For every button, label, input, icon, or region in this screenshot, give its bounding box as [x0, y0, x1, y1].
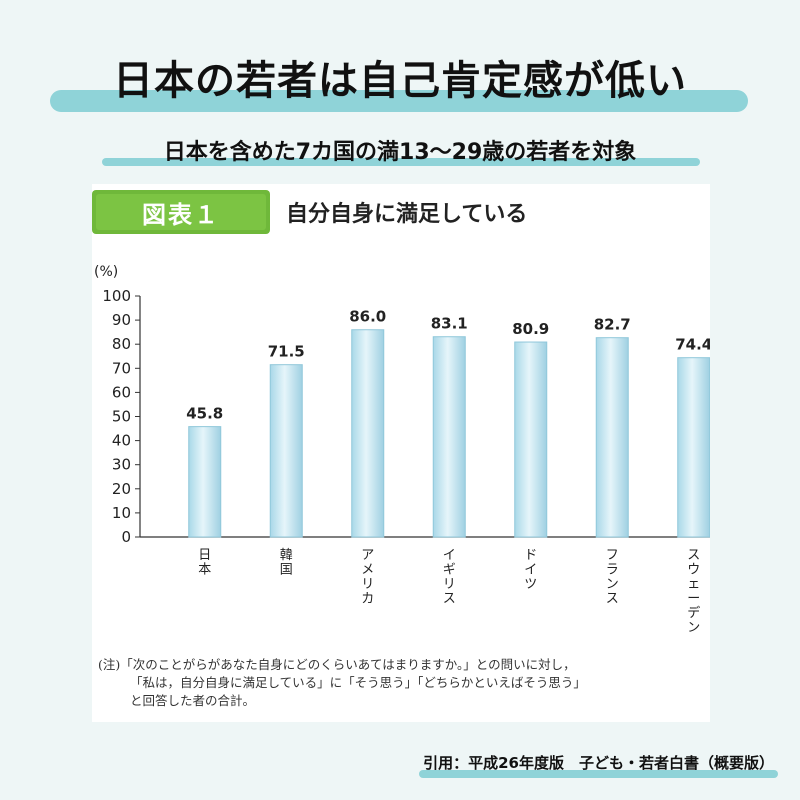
- citation: 引用：平成26年度版 子ども・若者白書（概要版）: [423, 754, 774, 772]
- note-line-3: と回答した者の合計。: [130, 693, 256, 708]
- bar-value-label: 71.5: [268, 343, 305, 361]
- page-title: 日本の若者は自己肯定感が低い: [113, 58, 687, 104]
- y-tick-label: 50: [112, 408, 131, 426]
- bar: [595, 337, 629, 538]
- y-tick-label: 100: [102, 287, 131, 305]
- y-tick-label: 30: [112, 456, 131, 474]
- y-tick-label: 40: [112, 432, 131, 450]
- x-category-label: 日本: [198, 548, 211, 578]
- x-category-label: イギリス: [443, 548, 456, 607]
- y-tick-label: 20: [112, 480, 131, 498]
- bar: [351, 329, 385, 538]
- bar: [188, 426, 222, 538]
- bar-value-label: 45.8: [186, 405, 223, 423]
- bar-chart: (%) 0 10 20 30 40 50 60 70 80 90 100 45.8 日本 71.5 韓国 86.…: [94, 264, 710, 636]
- y-tick-label: 70: [112, 359, 131, 377]
- y-tick-label: 90: [112, 311, 131, 329]
- subtitle-highlight: [102, 158, 700, 166]
- figure-title: 自分自身に満足している: [286, 202, 528, 227]
- bar-value-label: 80.9: [512, 320, 549, 338]
- y-tick-label: 80: [112, 335, 131, 353]
- figure-note: (注)「次のことがらがあなた自身にどのくらいあてはまりますか。」との問いに対し，…: [98, 656, 704, 710]
- note-line-2: 「私は，自分自身に満足している」に「そう思う」「どちらかといえばそう思う」: [130, 675, 586, 690]
- bar: [432, 336, 466, 538]
- note-line-1: (注)「次のことがらがあなた自身にどのくらいあてはまりますか。」との問いに対し，: [98, 657, 576, 672]
- figure-badge-label: 図表１: [96, 194, 266, 230]
- citation-area: 引用：平成26年度版 子ども・若者白書（概要版）: [419, 752, 778, 782]
- y-tick-label: 10: [112, 504, 131, 522]
- bar-value-label: 83.1: [431, 315, 468, 333]
- citation-highlight: [419, 770, 778, 778]
- x-category-label: スウェーデン: [687, 548, 700, 636]
- y-unit-label: (%): [94, 264, 118, 280]
- bar-value-label: 82.7: [594, 316, 631, 334]
- x-category-label: 韓国: [280, 548, 293, 578]
- bar: [269, 364, 303, 538]
- x-category-label: フランス: [606, 548, 619, 607]
- subtitle-area: 日本を含めた7カ国の満13〜29歳の若者を対象: [0, 132, 800, 172]
- figure-badge: 図表１: [92, 190, 270, 234]
- bar: [677, 357, 710, 538]
- bar: [514, 341, 548, 538]
- bar-value-label: 86.0: [349, 308, 386, 326]
- x-category-label: アメリカ: [361, 548, 374, 607]
- title-area: 日本の若者は自己肯定感が低い: [0, 40, 800, 120]
- x-category-label: ドイツ: [524, 548, 537, 592]
- bar-value-label: 74.4: [675, 336, 710, 354]
- title-highlight: [50, 90, 748, 112]
- y-tick-label: 60: [112, 383, 131, 401]
- y-tick-label: 0: [121, 528, 131, 546]
- page-subtitle: 日本を含めた7カ国の満13〜29歳の若者を対象: [163, 140, 637, 165]
- figure-panel: 図表１ 自分自身に満足している (%) 0 10 20 30 40 50 60 70 80 90 10…: [92, 184, 710, 722]
